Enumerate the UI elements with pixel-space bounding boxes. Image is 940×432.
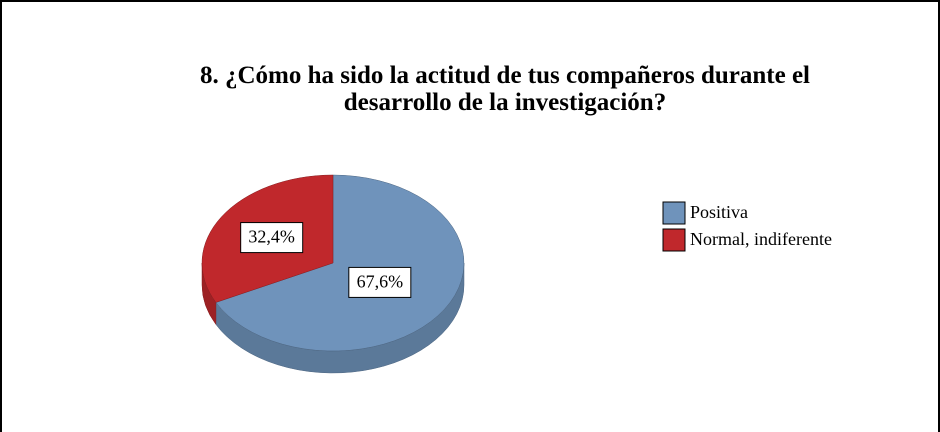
legend-swatch (662, 201, 686, 225)
value-label-box (348, 266, 412, 298)
value-label: 32,4% (248, 227, 295, 247)
legend-swatch (662, 228, 686, 252)
chart-title: 8. ¿Cómo ha sido la actitud de tus compa… (200, 62, 810, 116)
legend-label: Positiva (690, 202, 748, 222)
pie-slice (215, 174, 465, 352)
value-label-box (240, 222, 304, 254)
legend-label: Normal, indiferente (690, 229, 832, 249)
value-label: 67,6% (357, 272, 404, 292)
